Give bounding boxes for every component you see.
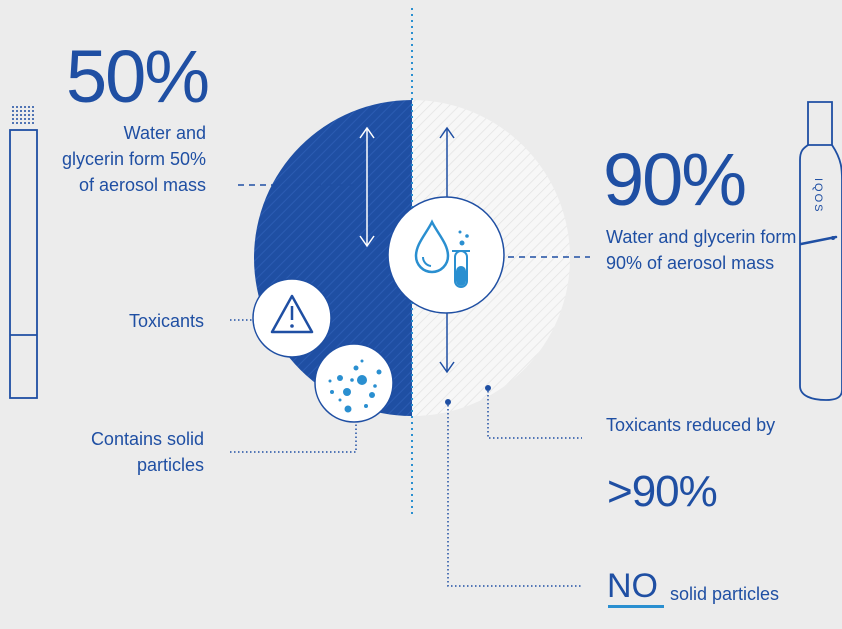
no-particles-leader	[447, 405, 582, 587]
no-underline	[608, 605, 664, 608]
conventional-toxicants-label: Toxicants	[128, 311, 204, 331]
center-icon-circle	[387, 196, 505, 314]
conventional-particles-label: Contains solid particles	[90, 429, 204, 475]
no-particles-word: NO	[607, 567, 658, 605]
iqos-device-icon: IQOS	[799, 101, 842, 401]
test-tube-icon	[452, 230, 470, 288]
cigarette-icon	[9, 106, 38, 399]
particles-icon	[328, 359, 382, 413]
toxicants-right-leader	[487, 391, 582, 439]
left-double-arrow	[359, 126, 375, 248]
conventional-description: Water and glycerin form 50% of aerosol m…	[61, 123, 206, 195]
particles-icon-circle	[314, 343, 394, 423]
heated-description: Water and glycerin form 90% of aerosol m…	[606, 227, 797, 273]
conventional-percent: 50%	[66, 35, 210, 118]
heated-toxicants-reduction: >90%	[607, 467, 718, 516]
no-particles-text: solid particles	[670, 584, 780, 604]
device-brand-label: IQOS	[812, 178, 824, 214]
particles-left-leader	[230, 424, 357, 453]
water-drop-icon	[414, 219, 450, 274]
toxicants-right-dot	[485, 385, 491, 391]
no-particles-dot	[445, 399, 451, 405]
heated-percent: 90%	[603, 138, 747, 221]
heated-toxicants-label: Toxicants reduced by	[606, 415, 776, 435]
warning-icon	[270, 294, 314, 334]
